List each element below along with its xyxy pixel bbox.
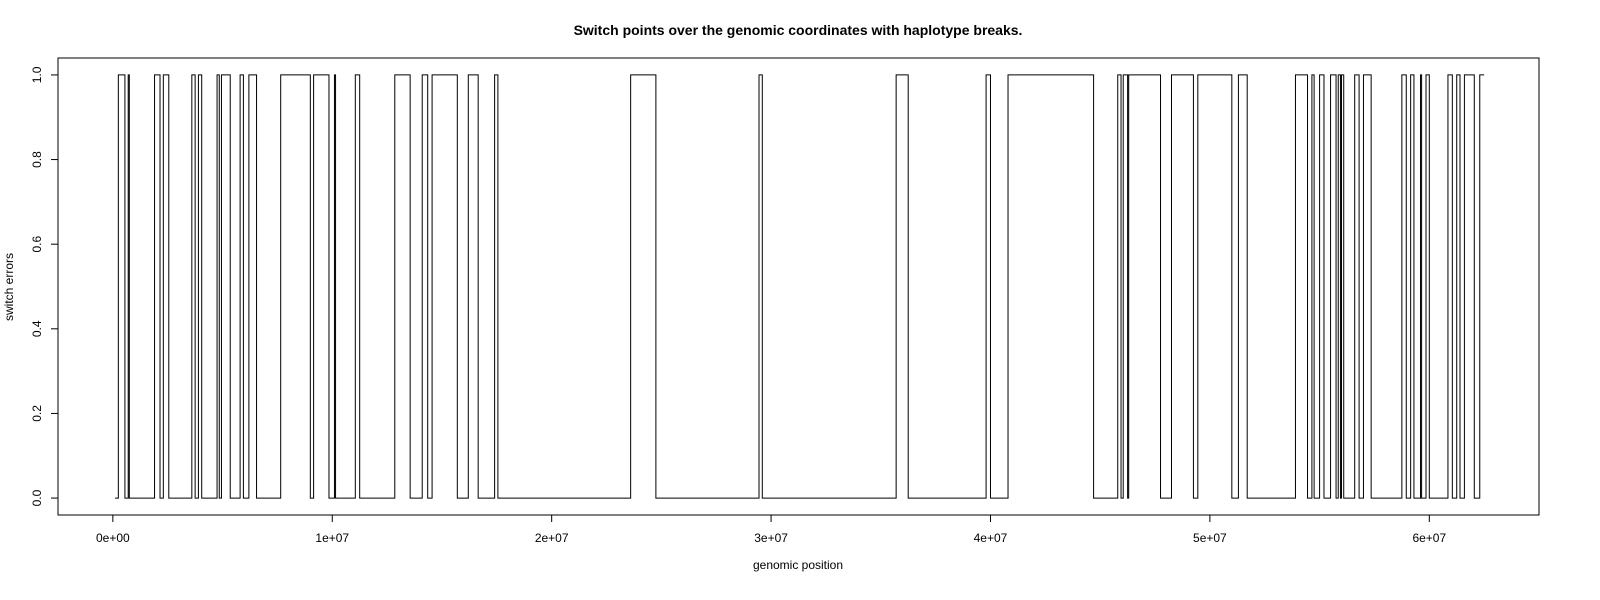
x-tick-label: 3e+07 [754,531,788,545]
y-tick-label: 0.6 [30,236,44,253]
x-tick-label: 0e+00 [96,531,130,545]
x-tick-label: 1e+07 [315,531,349,545]
y-axis: 0.0 0.2 0.4 0.6 0.8 1.0 [30,66,59,506]
x-tick-label: 4e+07 [974,531,1008,545]
y-tick-label: 0.4 [30,320,44,337]
y-tick-label: 0.2 [30,405,44,422]
x-axis: 0e+00 1e+07 2e+07 3e+07 4e+07 5e+07 6e+07 [96,514,1446,545]
x-axis-label: genomic position [753,558,843,572]
y-axis-label: switch errors [2,253,16,321]
y-tick-label: 0.0 [30,489,44,506]
y-tick-label: 1.0 [30,66,44,83]
x-tick-label: 6e+07 [1412,531,1446,545]
y-tick-label: 0.8 [30,151,44,168]
switch-error-series [115,74,1485,499]
chart-title: Switch points over the genomic coordinat… [574,22,1023,38]
x-tick-label: 5e+07 [1193,531,1227,545]
x-tick-label: 2e+07 [535,531,569,545]
plot-frame [57,57,1540,516]
